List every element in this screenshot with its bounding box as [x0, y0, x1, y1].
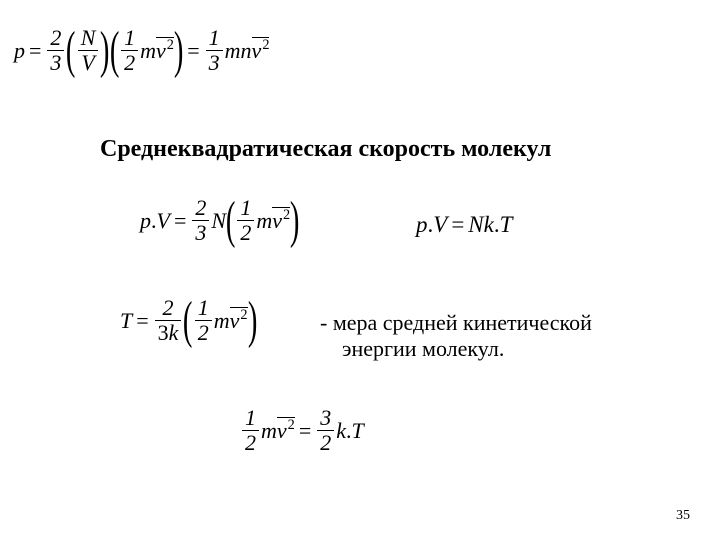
frac-1-2: 1 2: [195, 296, 212, 345]
op-eq: =: [136, 308, 148, 334]
equation-4: T = 2 3k ( 1 2 m v2 ): [120, 296, 257, 345]
var-n: n: [241, 38, 252, 64]
var-N: N: [211, 208, 226, 234]
op-eq: =: [29, 38, 41, 64]
var-k: k: [336, 418, 346, 444]
paren-half-mv2: ( 1 2 m v2 ): [110, 26, 183, 75]
var-p: p: [140, 208, 151, 234]
paren-half-mv2: ( 1 2 m v2 ): [226, 196, 299, 245]
var-m: m: [256, 208, 272, 234]
var-N: N: [468, 212, 483, 238]
op-eq: =: [451, 212, 464, 238]
var-T: T: [352, 418, 364, 444]
mean-v2: v2: [272, 208, 290, 234]
caption-kinetic-energy: - мера средней кинетической энергии моле…: [320, 310, 592, 362]
equation-3: p . V = N k . T: [416, 212, 512, 238]
mean-v2: v2: [277, 418, 295, 444]
frac-1-2: 1 2: [121, 26, 138, 75]
mean-v2: v2: [230, 308, 248, 334]
equation-5: 1 2 m v2 = 3 2 k . T: [240, 406, 364, 455]
var-T: T: [500, 212, 513, 238]
paren-half-mv2: ( 1 2 m v2 ): [183, 296, 256, 345]
frac-2-3k: 2 3k: [155, 296, 182, 345]
var-T: T: [120, 308, 132, 334]
caption-line1: - мера средней кинетической: [320, 310, 592, 336]
equation-1: p = 2 3 ( N V ) ( 1 2 m v2 ) = 1 3 m n v…: [14, 26, 269, 75]
paren-nv: ( N V ): [66, 26, 109, 75]
var-m: m: [261, 418, 277, 444]
heading-rms-velocity: Среднеквадратическая скорость молекул: [100, 136, 551, 163]
var-p: p: [14, 38, 25, 64]
op-eq: =: [174, 208, 186, 234]
op-eq: =: [299, 418, 311, 444]
var-k: k: [484, 212, 494, 238]
var-V: V: [433, 212, 447, 238]
frac-n-v: N V: [78, 26, 99, 75]
caption-line2: энергии молекул.: [342, 336, 592, 362]
mean-v2: v2: [156, 38, 174, 64]
var-m: m: [140, 38, 156, 64]
frac-2-3: 2 3: [192, 196, 209, 245]
page-number: 35: [676, 508, 690, 524]
frac-1-3: 1 3: [206, 26, 223, 75]
op-eq-2: =: [187, 38, 199, 64]
frac-1-2: 1 2: [242, 406, 259, 455]
frac-1-2: 1 2: [237, 196, 254, 245]
var-V: V: [157, 208, 170, 234]
var-p: p: [416, 212, 428, 238]
var-m: m: [214, 308, 230, 334]
equation-2: p . V = 2 3 N ( 1 2 m v2 ): [140, 196, 300, 245]
var-m2: m: [225, 38, 241, 64]
frac-3-2: 3 2: [317, 406, 334, 455]
frac-2-3: 2 3: [47, 26, 64, 75]
mean-v2-b: v2: [252, 38, 270, 64]
